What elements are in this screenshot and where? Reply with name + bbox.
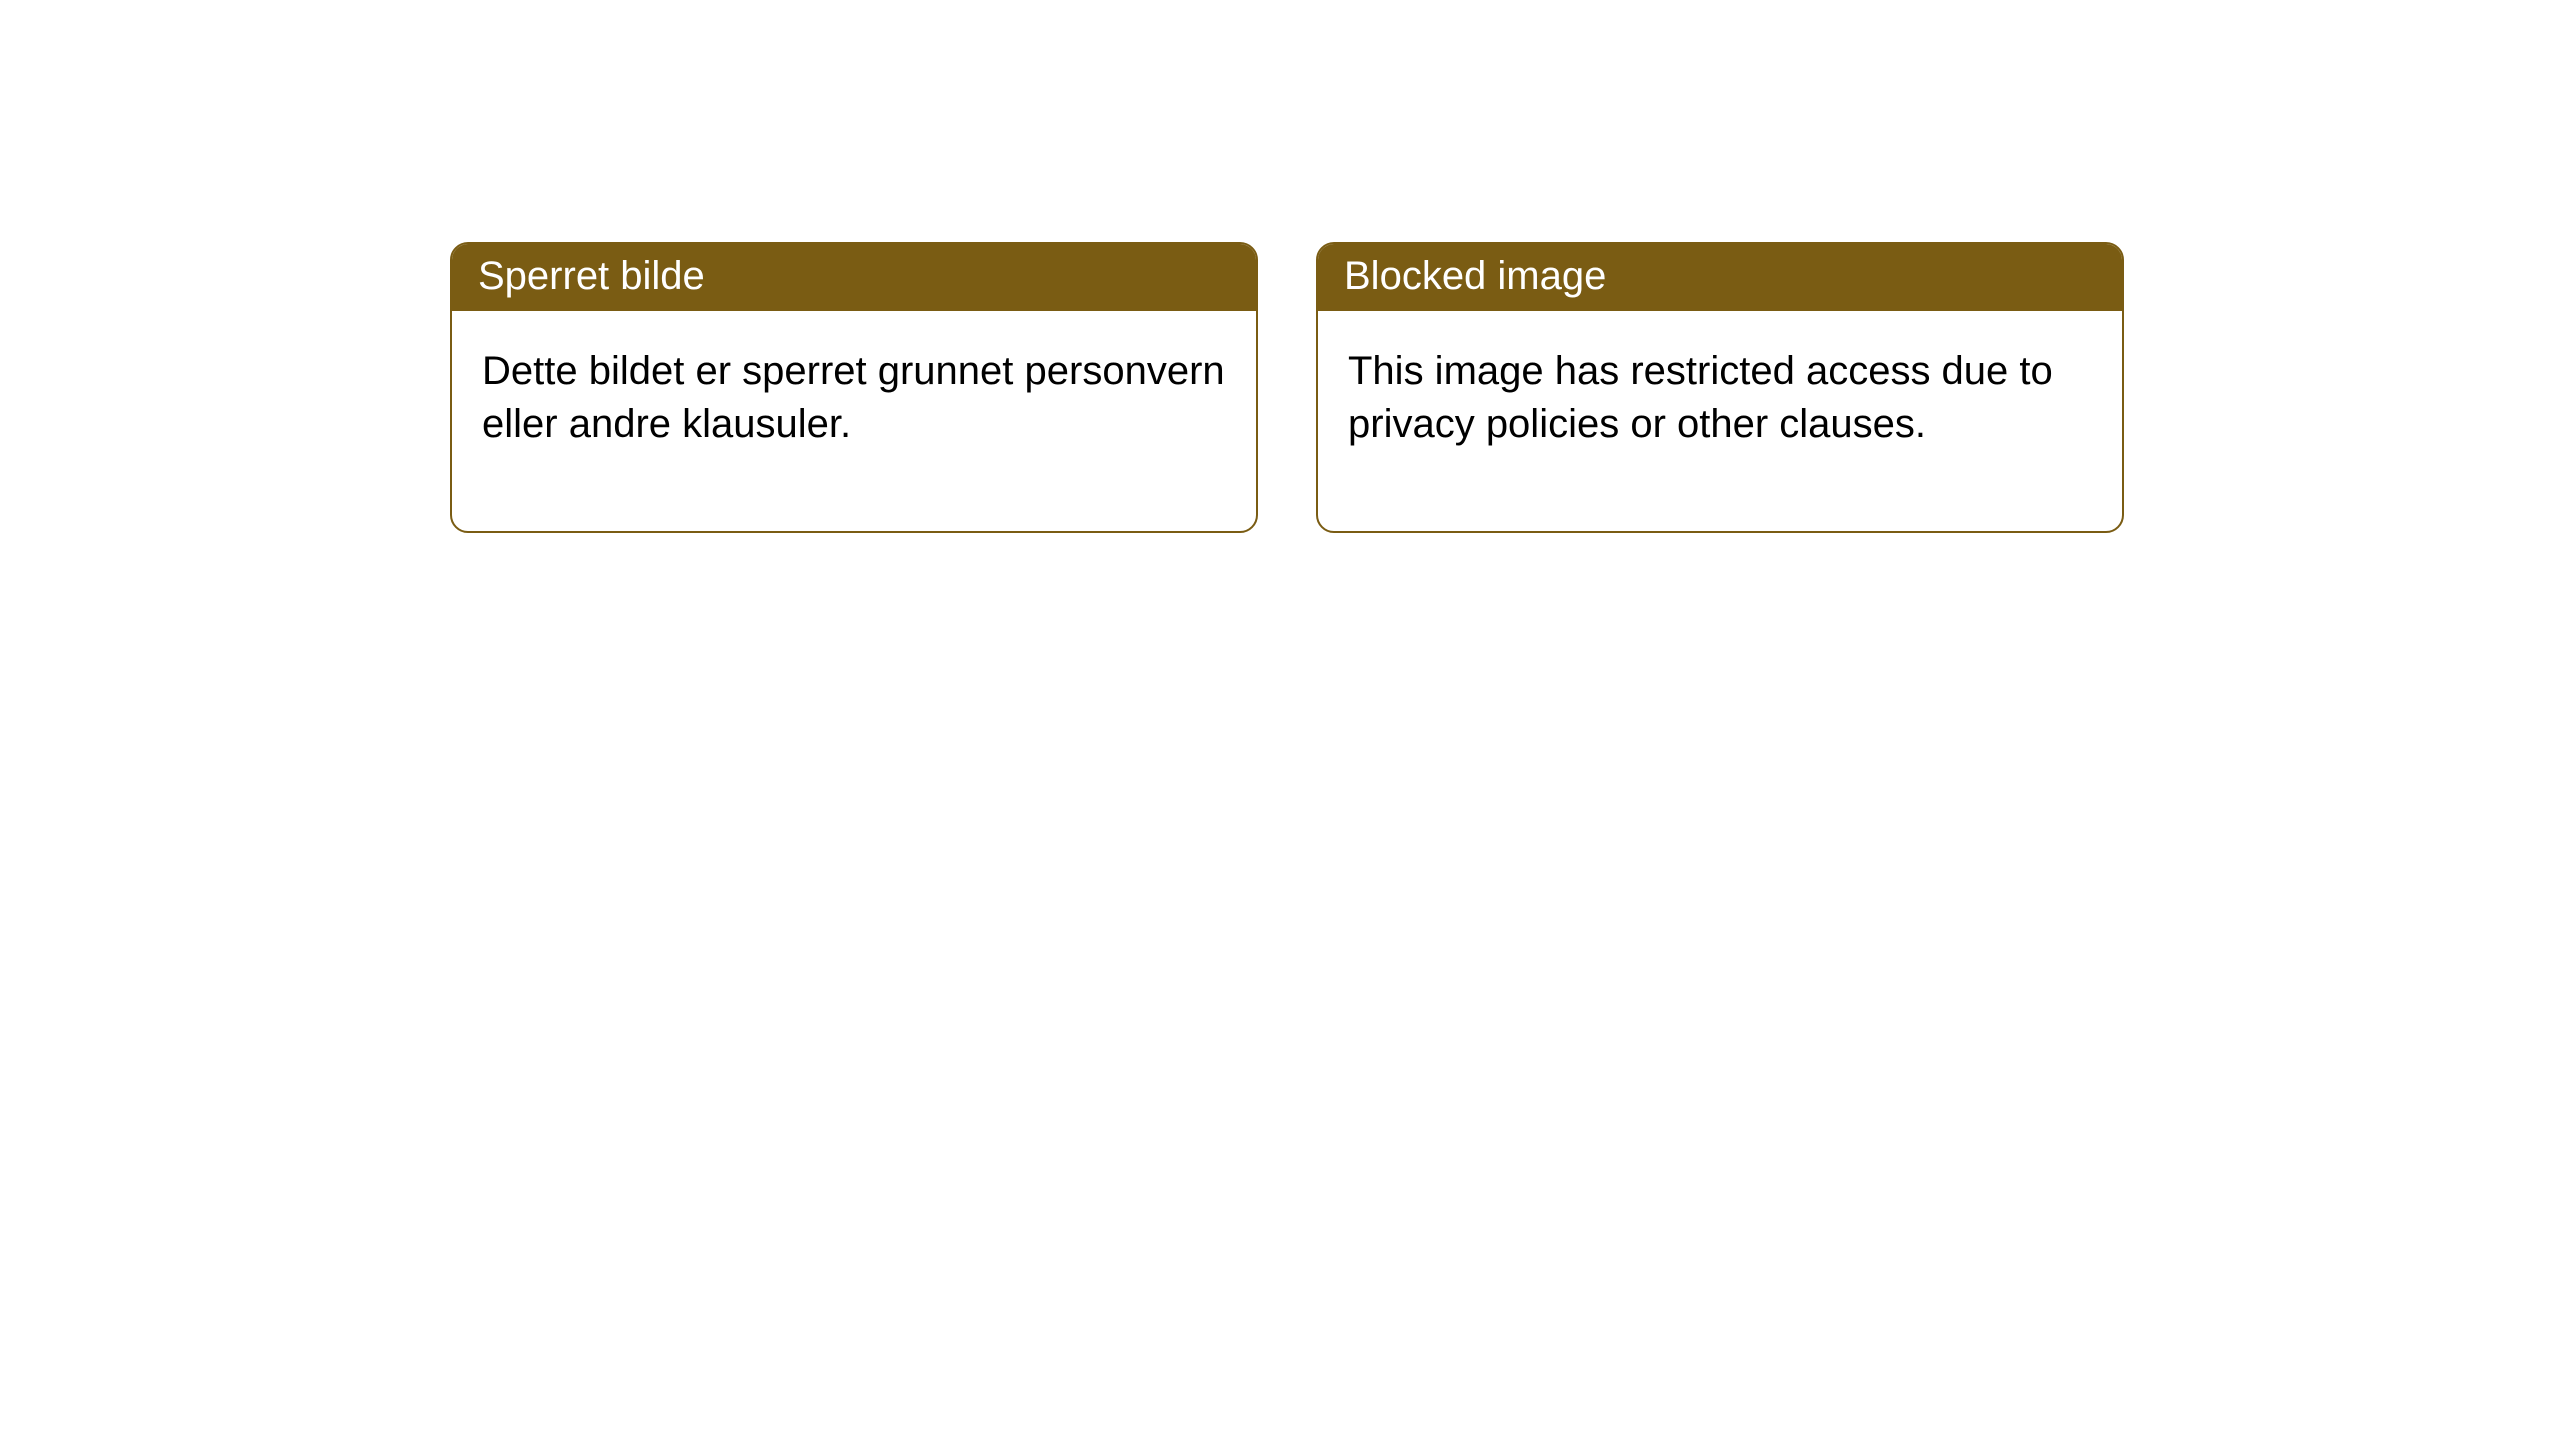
card-message: This image has restricted access due to … bbox=[1348, 349, 2053, 446]
card-header: Sperret bilde bbox=[452, 244, 1256, 311]
blocked-image-card-en: Blocked image This image has restricted … bbox=[1316, 242, 2124, 533]
blocked-image-card-no: Sperret bilde Dette bildet er sperret gr… bbox=[450, 242, 1258, 533]
card-message: Dette bildet er sperret grunnet personve… bbox=[482, 349, 1225, 446]
card-header: Blocked image bbox=[1318, 244, 2122, 311]
card-title: Sperret bilde bbox=[478, 254, 705, 298]
card-body: Dette bildet er sperret grunnet personve… bbox=[452, 311, 1256, 531]
card-body: This image has restricted access due to … bbox=[1318, 311, 2122, 531]
notice-container: Sperret bilde Dette bildet er sperret gr… bbox=[0, 0, 2560, 533]
card-title: Blocked image bbox=[1344, 254, 1606, 298]
